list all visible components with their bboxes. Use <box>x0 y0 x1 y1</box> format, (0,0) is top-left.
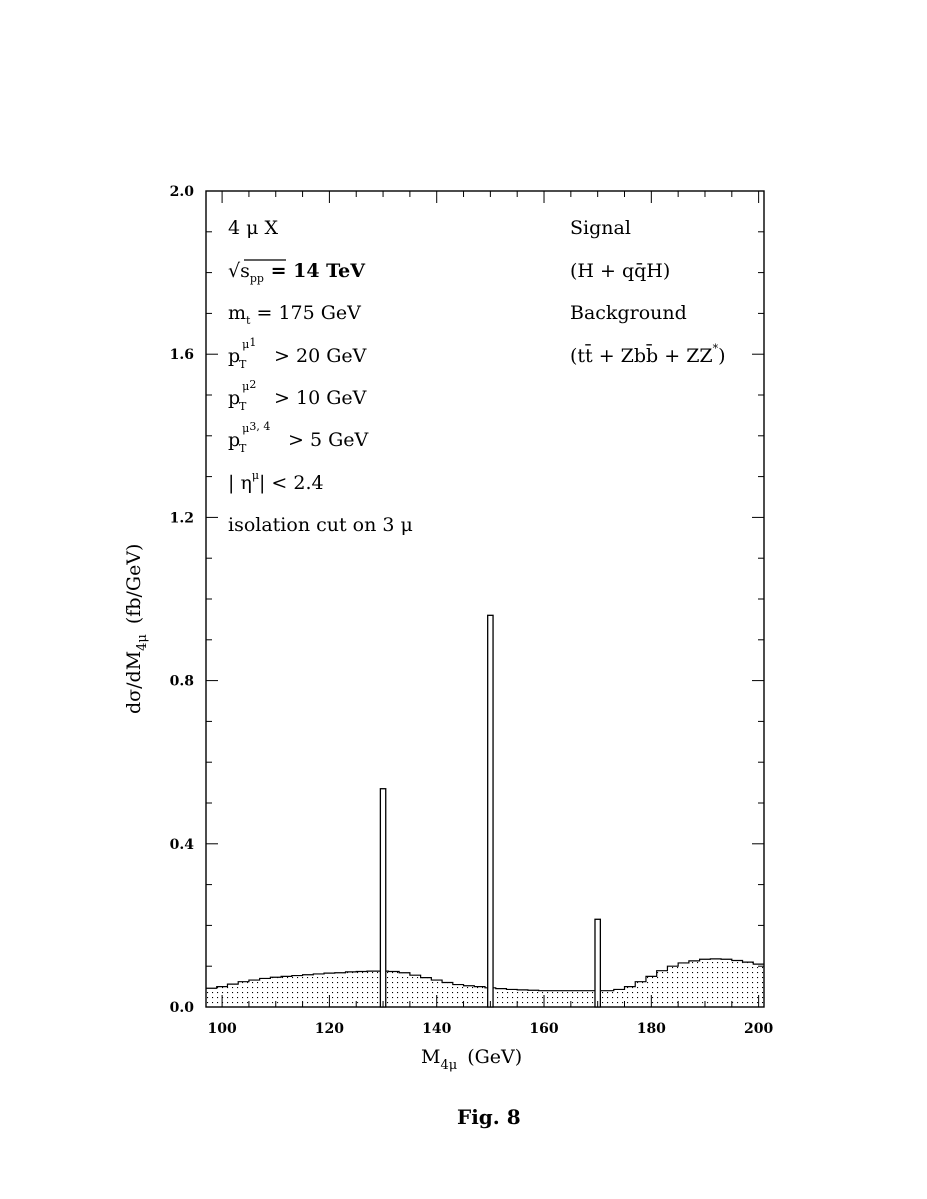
y-axis-title: dσ/dM4μ(fb/GeV) <box>123 544 150 714</box>
axis-ticks <box>206 190 764 1008</box>
annotation-isolation: isolation cut on 3 μ <box>228 514 413 536</box>
x-tick-label: 100 <box>207 1021 236 1037</box>
figure-caption: Fig. 8 <box>457 1105 521 1129</box>
annotation-process: 4 μ X <box>228 217 279 239</box>
annotation-eta: | ημ| < 2.4 <box>228 469 324 494</box>
x-tick-label: 140 <box>422 1021 451 1037</box>
signal-bars <box>379 614 602 1008</box>
annotation-pt2: pμ2 T > 10 GeV <box>228 378 367 413</box>
y-tick-labels: 0.0 0.4 0.8 1.2 1.6 2.0 <box>170 184 195 1016</box>
y-tick-label: 1.2 <box>170 510 194 526</box>
background-area <box>206 958 764 1007</box>
y-tick-label: 0.8 <box>170 674 194 690</box>
signal-bar <box>379 788 387 1008</box>
legend-signal-processes: (H + qq̄H) <box>570 260 670 282</box>
x-tick-label: 120 <box>315 1021 344 1037</box>
y-tick-label: 0.4 <box>170 837 195 853</box>
annotation-pt1: pμ1 T > 20 GeV <box>228 336 367 371</box>
legend-background-title: Background <box>570 302 687 324</box>
signal-bar <box>487 614 494 1008</box>
annotation-right: Signal (H + qq̄H) Background (tt̄ + Zbb̄… <box>570 217 726 367</box>
x-tick-labels: 100 120 140 160 180 200 <box>207 1021 773 1037</box>
background-fill <box>206 958 764 1007</box>
x-tick-label: 200 <box>744 1021 773 1037</box>
annotation-energy: √spp = 14 TeV <box>228 260 366 285</box>
y-tick-label: 2.0 <box>170 184 195 200</box>
y-tick-label: 1.6 <box>170 347 194 363</box>
background-line <box>206 958 764 992</box>
annotation-left: 4 μ X √spp = 14 TeV mt = 175 GeV pμ1 T > … <box>228 217 413 536</box>
x-tick-label: 180 <box>637 1021 666 1037</box>
legend-background-processes: (tt̄ + Zbb̄ + ZZ*) <box>570 342 726 367</box>
x-tick-label: 160 <box>529 1021 558 1037</box>
x-axis-title: M4μ (GeV) <box>421 1046 522 1073</box>
signal-bar <box>594 918 602 1008</box>
annotation-top-mass: mt = 175 GeV <box>228 302 361 327</box>
legend-signal-title: Signal <box>570 217 631 239</box>
y-tick-label: 0.0 <box>170 1000 195 1016</box>
